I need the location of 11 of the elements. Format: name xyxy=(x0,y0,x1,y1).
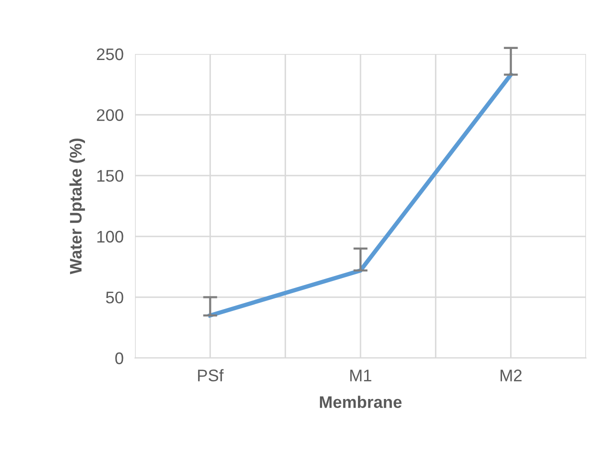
x-tick-label: PSf xyxy=(198,369,224,382)
x-tick-label: M1 xyxy=(350,370,372,382)
y-tick-label: 250 xyxy=(96,48,124,60)
y-tick-label: 0 xyxy=(115,352,124,364)
x-axis-title: Membrane xyxy=(320,396,402,408)
x-tick-label: M2 xyxy=(500,370,522,382)
y-tick-label: 150 xyxy=(97,170,124,182)
y-axis-title: Water Uptake (%) xyxy=(69,138,85,274)
y-tick-label: 200 xyxy=(96,109,124,122)
y-tick-label: 50 xyxy=(106,292,124,304)
y-tick-label: 100 xyxy=(97,230,124,243)
